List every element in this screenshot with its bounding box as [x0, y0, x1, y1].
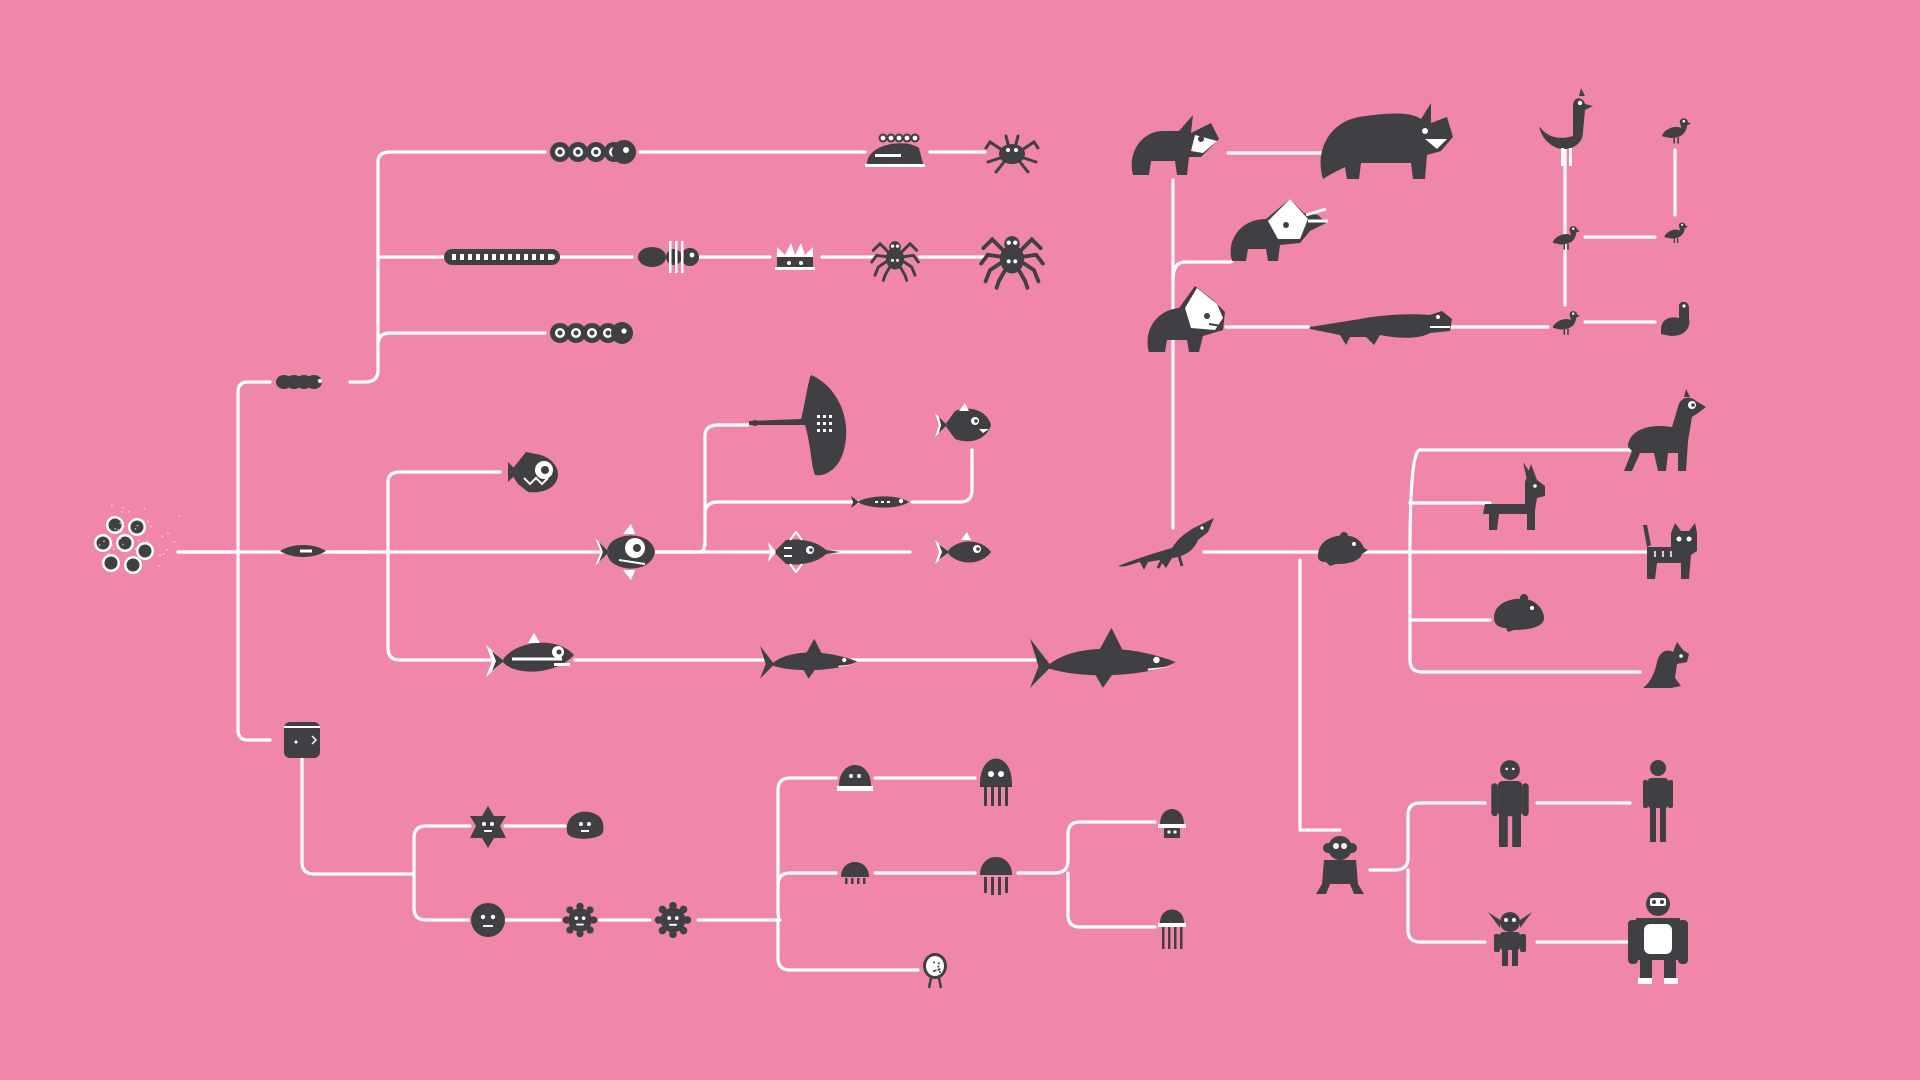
crown-bug-icon [775, 243, 815, 270]
connector-line [1408, 870, 1485, 942]
slug-icon [865, 134, 925, 168]
rhino-icon [1321, 103, 1453, 179]
proto-fish-icon [280, 545, 326, 557]
egg-creature-icon [923, 953, 947, 988]
fish-icon [595, 524, 655, 580]
connector-line [388, 552, 490, 660]
connector-line [414, 874, 468, 920]
jellyfish-icon [980, 857, 1012, 895]
worm-icon [276, 375, 322, 389]
spider-icon [872, 241, 919, 280]
connector-line [388, 472, 500, 552]
fish-icon [935, 403, 991, 441]
eel-icon [851, 496, 909, 508]
jellyfish-icon [841, 862, 869, 884]
connector-line [778, 920, 918, 970]
round-worm-icon [550, 322, 633, 344]
connector-line [1300, 560, 1340, 830]
cat-icon [1643, 523, 1697, 579]
sponge-icon [284, 722, 320, 758]
donkey-icon [1483, 462, 1545, 530]
bird-icon [1662, 118, 1691, 143]
fish-icon [486, 633, 574, 677]
connector-line [350, 152, 545, 382]
cell-cluster-icon [94, 505, 180, 574]
connector-line [912, 450, 972, 502]
shark-icon [1030, 628, 1176, 688]
millipede-icon [444, 249, 560, 265]
fish-icon [935, 532, 991, 564]
connector-line [705, 502, 860, 514]
jellyfish-icon [1158, 910, 1186, 950]
star-blob-icon [470, 806, 506, 848]
connector-line [238, 382, 270, 552]
ape-icon [1491, 760, 1528, 847]
jellyfish-icon [1158, 809, 1186, 838]
rodent-icon [1318, 532, 1368, 566]
connector-line [1405, 450, 1630, 552]
connector-line [378, 333, 545, 345]
monkey-icon [1316, 836, 1364, 894]
squid-icon [980, 759, 1012, 807]
blob-icon [567, 812, 604, 839]
fish-icon [768, 532, 840, 572]
bird-icon [1665, 223, 1688, 243]
fish-icon [508, 452, 558, 492]
dinosaur-icon [1231, 199, 1328, 261]
crocodile-icon [1310, 311, 1452, 345]
creature-nodes [94, 88, 1706, 988]
ant-icon [638, 241, 699, 273]
spider-icon [981, 236, 1043, 288]
dinosaur-icon [1132, 115, 1219, 175]
lizard-icon [1118, 518, 1214, 570]
connector-line [414, 826, 470, 874]
spiky-ball-icon [563, 903, 598, 938]
connector-line [650, 425, 748, 552]
bird-icon [1553, 311, 1580, 335]
jellyfish-icon [837, 765, 873, 791]
round-worm-icon [550, 140, 636, 164]
bird-icon [1661, 302, 1689, 336]
face-blob-icon [471, 903, 505, 937]
connector-line [778, 873, 836, 885]
connector-line [1018, 822, 1155, 873]
connector-line [698, 778, 836, 920]
dinosaur-icon [1148, 286, 1225, 352]
connector-line [238, 552, 270, 740]
shark-icon [760, 639, 857, 679]
crab-icon [986, 136, 1038, 172]
connector-line [1410, 660, 1640, 672]
kangaroo-icon [1643, 642, 1689, 688]
hamster-icon [1494, 594, 1544, 632]
connector-line [1173, 245, 1235, 280]
gorilla-icon [1628, 892, 1688, 984]
connector-line [302, 755, 414, 874]
goblin-icon [1488, 912, 1532, 966]
connector-line [1068, 873, 1155, 927]
spiky-ball-icon [655, 902, 691, 938]
llama-icon [1624, 389, 1706, 471]
human-icon [1643, 760, 1673, 842]
connector-lines [178, 150, 1675, 970]
manta-ray-icon [749, 375, 846, 475]
connector-line [1370, 803, 1485, 870]
